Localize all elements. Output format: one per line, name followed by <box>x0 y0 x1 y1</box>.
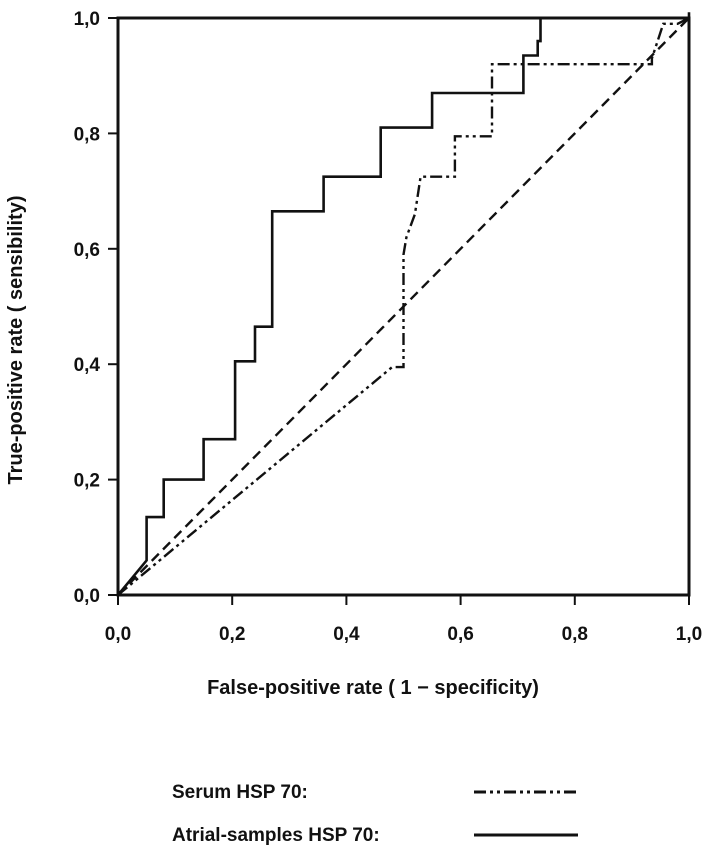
x-tick-label: 0,4 <box>333 624 360 645</box>
x-tick-label: 0,0 <box>105 624 131 645</box>
y-tick-label: 1,0 <box>74 9 100 30</box>
reference-diagonal-line <box>117 17 690 596</box>
atrial-samples-roc-line <box>116 12 691 596</box>
plot-area <box>116 16 691 597</box>
y-axis-title: True-positive rate ( sensibility) <box>5 196 27 485</box>
serum-roc-line <box>117 16 690 596</box>
y-tick-label: 0,4 <box>74 355 101 376</box>
x-tick-label: 0,2 <box>219 624 245 645</box>
legend: Serum HSP 70: Atrial-samples HSP 70: <box>172 782 578 846</box>
x-tick-label: 1,0 <box>676 624 702 645</box>
x-axis: 0,0 0,2 0,4 0,6 0,8 1,0 <box>105 595 702 645</box>
x-tick-label: 0,6 <box>447 624 473 645</box>
y-tick-label: 0,6 <box>74 240 100 261</box>
x-tick-label: 0,8 <box>562 624 588 645</box>
legend-label-serum: Serum HSP 70: <box>172 782 308 803</box>
y-tick-label: 0,8 <box>74 124 100 145</box>
y-tick-label: 0,0 <box>74 586 100 607</box>
legend-label-atrial: Atrial-samples HSP 70: <box>172 825 380 846</box>
series-layer <box>116 12 691 596</box>
plot-frame <box>116 16 691 597</box>
x-axis-title: False-positive rate ( 1 − specificity) <box>207 677 539 699</box>
y-tick-label: 0,2 <box>74 471 100 492</box>
y-axis: 0,0 0,2 0,4 0,6 0,8 1,0 <box>74 9 118 607</box>
